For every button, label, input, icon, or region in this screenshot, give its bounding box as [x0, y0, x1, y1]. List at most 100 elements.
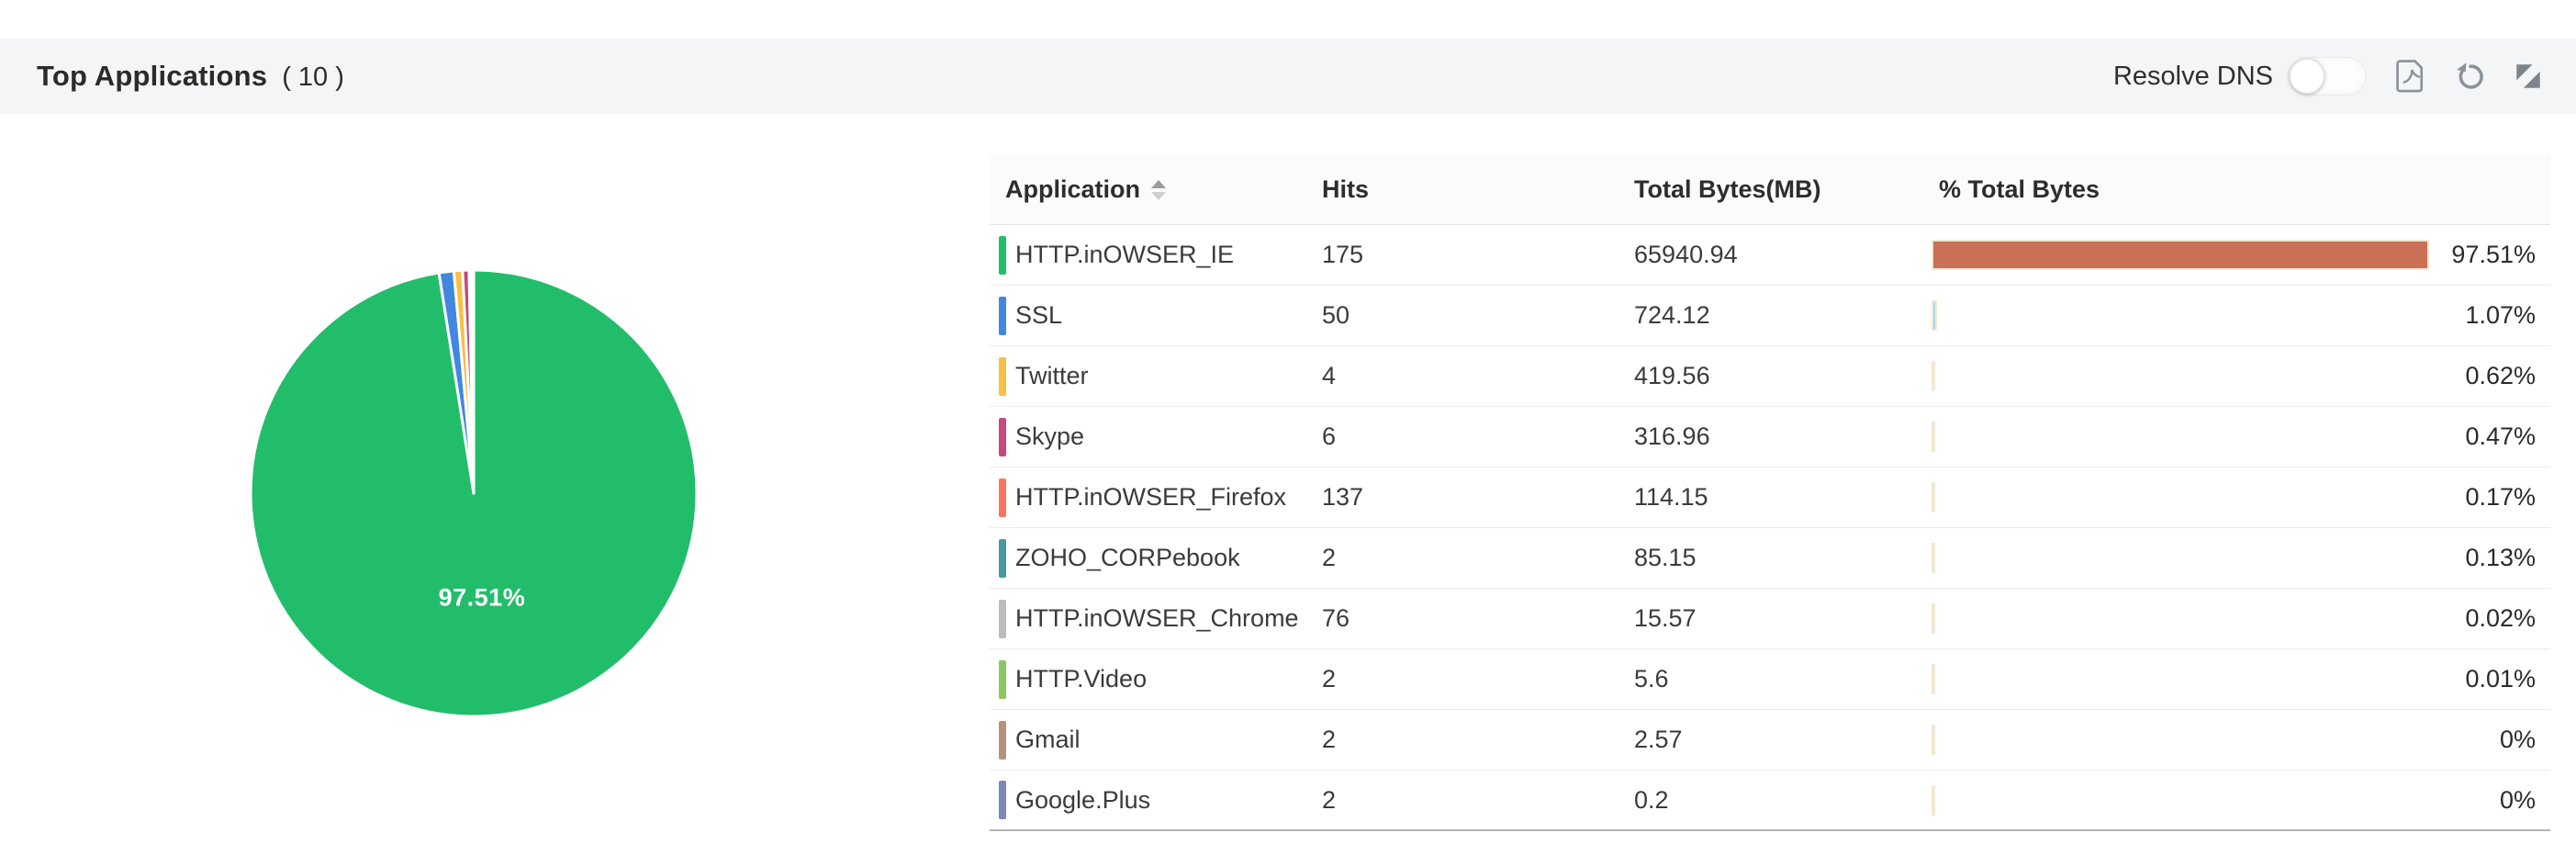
table-row[interactable]: HTTP.inOWSER_Chrome 76 15.57 0.02% — [990, 589, 2550, 649]
hits-value: 175 — [1322, 241, 1364, 268]
pct-total-bytes-bar — [1932, 300, 1937, 331]
application-name: HTTP.inOWSER_Chrome — [1015, 604, 1299, 632]
pct-total-bytes-bar — [1932, 240, 2430, 270]
applications-pie-chart: 97.51% — [247, 266, 700, 720]
hits-value: 137 — [1322, 483, 1364, 511]
widget-title-group: Top Applications ( 10 ) — [37, 60, 344, 93]
application-name: HTTP.inOWSER_Firefox — [1015, 483, 1287, 511]
table-body: HTTP.inOWSER_IE 175 65940.94 97.51% SSL … — [990, 225, 2550, 831]
application-name: Skype — [1015, 422, 1085, 450]
app-color-swatch — [999, 296, 1006, 335]
total-bytes-value: 85.15 — [1634, 544, 1697, 571]
hits-value: 2 — [1322, 544, 1337, 571]
table-row[interactable]: Gmail 2 2.57 0% — [990, 710, 2550, 771]
column-header-pct-total-bytes[interactable]: % Total Bytes — [1939, 175, 2100, 203]
application-name: HTTP.inOWSER_IE — [1015, 241, 1235, 268]
table-row[interactable]: Twitter 4 419.56 0.62% — [990, 346, 2550, 407]
total-bytes-value: 65940.94 — [1634, 241, 1738, 268]
table-row[interactable]: HTTP.inOWSER_Firefox 137 114.15 0.17% — [990, 467, 2550, 528]
table-row[interactable]: Google.Plus 2 0.2 0% — [990, 771, 2550, 831]
app-color-swatch — [999, 417, 1006, 456]
pct-bar-track — [1932, 725, 2442, 755]
column-header-application[interactable]: Application — [1005, 154, 1166, 225]
total-bytes-value: 2.57 — [1634, 726, 1683, 753]
app-color-swatch — [999, 720, 1006, 760]
pct-total-bytes-bar — [1932, 603, 1935, 634]
pie-svg — [249, 268, 699, 718]
total-bytes-value: 114.15 — [1634, 483, 1708, 511]
pct-total-bytes-bar — [1932, 543, 1935, 573]
pct-total-bytes-value: 0% — [2499, 785, 2536, 814]
top-applications-table: Application Hits Total Bytes(MB) % Total… — [990, 154, 2550, 831]
hits-value: 6 — [1322, 422, 1337, 450]
pct-total-bytes-value: 0% — [2499, 726, 2536, 753]
table-row[interactable]: Skype 6 316.96 0.47% — [990, 407, 2550, 467]
pct-bar-track — [1932, 240, 2442, 270]
header-controls: Resolve DNS — [2113, 57, 2541, 96]
pct-total-bytes-value: 0.13% — [2465, 544, 2536, 571]
pct-total-bytes-value: 0.01% — [2465, 665, 2536, 692]
total-bytes-value: 316.96 — [1634, 422, 1710, 450]
app-color-swatch — [999, 659, 1006, 699]
pct-total-bytes-value: 0.62% — [2465, 362, 2536, 389]
app-color-swatch — [999, 538, 1006, 578]
application-name: Google.Plus — [1015, 785, 1151, 814]
total-bytes-value: 419.56 — [1634, 362, 1710, 389]
application-name: Twitter — [1015, 362, 1089, 389]
application-name: HTTP.Video — [1015, 665, 1148, 692]
pct-bar-track — [1932, 603, 2442, 634]
pdf-export-icon[interactable] — [2396, 60, 2425, 93]
pct-total-bytes-bar — [1932, 664, 1935, 694]
total-bytes-value: 724.12 — [1634, 301, 1710, 329]
pct-bar-track — [1932, 422, 2442, 452]
hits-value: 2 — [1322, 665, 1337, 692]
total-bytes-value: 15.57 — [1634, 604, 1697, 632]
pct-bar-track — [1932, 543, 2442, 573]
hits-value: 50 — [1322, 301, 1350, 329]
app-color-swatch — [999, 235, 1006, 275]
table-row[interactable]: HTTP.Video 2 5.6 0.01% — [990, 649, 2550, 710]
table-row[interactable]: SSL 50 724.12 1.07% — [990, 286, 2550, 346]
total-bytes-value: 5.6 — [1634, 665, 1669, 692]
pct-bar-track — [1932, 482, 2442, 512]
toggle-knob — [2290, 59, 2324, 94]
page-title: Top Applications — [37, 60, 268, 92]
pct-total-bytes-bar — [1932, 422, 1935, 452]
sort-icon — [1151, 179, 1166, 200]
hits-value: 2 — [1322, 785, 1337, 814]
pct-total-bytes-value: 0.47% — [2465, 422, 2536, 450]
pct-total-bytes-bar — [1932, 725, 1935, 755]
total-bytes-value: 0.2 — [1634, 785, 1669, 814]
application-name: ZOHO_CORPebook — [1015, 544, 1240, 571]
table-row[interactable]: HTTP.inOWSER_IE 175 65940.94 97.51% — [990, 225, 2550, 286]
hits-value: 76 — [1322, 604, 1350, 632]
resolve-dns-label: Resolve DNS — [2112, 61, 2273, 91]
refresh-icon[interactable] — [2455, 61, 2486, 92]
pct-total-bytes-bar — [1932, 784, 1935, 816]
pct-total-bytes-value: 0.02% — [2465, 604, 2536, 632]
pct-bar-track — [1932, 784, 2442, 816]
table-row[interactable]: ZOHO_CORPebook 2 85.15 0.13% — [990, 528, 2550, 589]
hits-value: 4 — [1322, 362, 1337, 389]
pct-total-bytes-bar — [1932, 482, 1935, 512]
application-name: Gmail — [1015, 726, 1081, 753]
pct-total-bytes-bar — [1932, 361, 1935, 391]
widget-header: Top Applications ( 10 ) Resolve DNS — [0, 39, 2576, 114]
column-header-total-bytes[interactable]: Total Bytes(MB) — [1634, 175, 1821, 203]
pct-total-bytes-value: 1.07% — [2465, 301, 2536, 329]
table-header-row: Application Hits Total Bytes(MB) % Total… — [990, 154, 2550, 225]
app-color-swatch — [999, 599, 1006, 638]
pct-total-bytes-value: 0.17% — [2465, 483, 2536, 511]
record-count: ( 10 ) — [282, 62, 344, 92]
app-color-swatch — [999, 781, 1006, 819]
application-name: SSL — [1015, 301, 1063, 329]
pct-total-bytes-value: 97.51% — [2451, 241, 2536, 268]
column-header-hits[interactable]: Hits — [1322, 175, 1370, 203]
collapse-widget-icon[interactable] — [2515, 63, 2541, 89]
pct-bar-track — [1932, 300, 2442, 331]
resolve-dns-toggle[interactable] — [2288, 57, 2367, 96]
pct-bar-track — [1932, 664, 2442, 694]
app-color-swatch — [999, 478, 1006, 517]
app-color-swatch — [999, 356, 1006, 396]
pct-bar-track — [1932, 361, 2442, 391]
